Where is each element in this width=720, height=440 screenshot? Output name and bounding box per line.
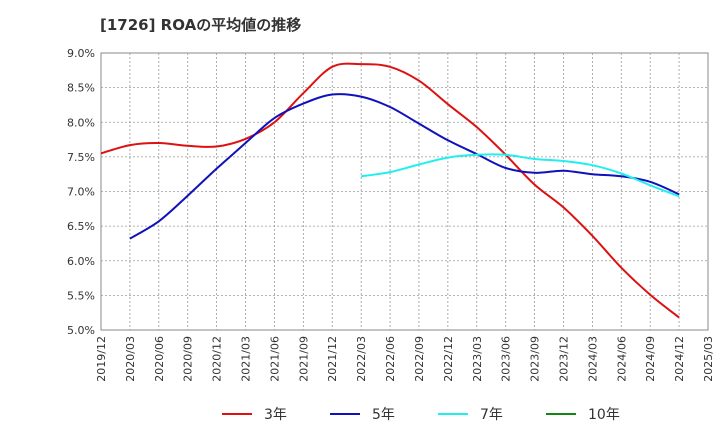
- x-tick-label: 2020/12: [211, 336, 224, 382]
- grid: [101, 53, 708, 330]
- x-tick-label: 2023/06: [500, 336, 513, 382]
- series-line: [360, 153, 680, 198]
- series-line: [100, 62, 680, 319]
- x-tick-label: 2024/06: [615, 336, 628, 382]
- x-tick-label: 2020/06: [153, 336, 166, 382]
- legend-label: 10年: [588, 407, 620, 423]
- x-tick-label: 2022/06: [384, 336, 397, 382]
- y-tick-label: 5.0%: [67, 324, 95, 337]
- chart-title: [1726] ROAの平均値の推移: [100, 16, 302, 34]
- x-tick-label: 2023/12: [557, 336, 570, 382]
- x-tick-label: 2022/09: [413, 336, 426, 382]
- legend-label: 5年: [372, 407, 395, 423]
- x-tick-label: 2021/12: [326, 336, 339, 382]
- y-tick-label: 5.5%: [67, 289, 95, 302]
- y-tick-label: 6.0%: [67, 255, 95, 268]
- series-lines: [100, 62, 680, 319]
- x-tick-label: 2021/06: [268, 336, 281, 382]
- x-tick-label: 2024/12: [673, 336, 686, 382]
- x-tick-label: 2023/09: [529, 336, 542, 382]
- x-tick-label: 2022/12: [442, 336, 455, 382]
- y-axis: 5.0% 5.5% 6.0% 6.5% 7.0% 7.5% 8.0% 8.5% 9.0%: [67, 47, 95, 337]
- x-axis: 2019/12 2020/03 2020/06 2020/09 2020/12 2021/…: [95, 336, 715, 382]
- x-tick-label: 2021/03: [240, 336, 253, 382]
- x-tick-label: 2022/03: [355, 336, 368, 382]
- y-tick-label: 7.0%: [67, 186, 95, 199]
- y-tick-label: 7.5%: [67, 151, 95, 164]
- x-tick-label: 2020/09: [182, 336, 195, 382]
- x-tick-label: 2024/03: [586, 336, 599, 382]
- y-tick-label: 8.0%: [67, 116, 95, 129]
- y-tick-label: 6.5%: [67, 220, 95, 233]
- legend: 3年 5年 7年 10年: [222, 407, 620, 423]
- x-tick-label: 2025/03: [702, 336, 715, 382]
- x-tick-label: 2020/03: [124, 336, 137, 382]
- x-tick-label: 2019/12: [95, 336, 108, 382]
- y-tick-label: 9.0%: [67, 47, 95, 60]
- legend-label: 7年: [480, 407, 503, 423]
- y-tick-label: 8.5%: [67, 82, 95, 95]
- series-line: [129, 93, 680, 240]
- x-tick-label: 2021/09: [297, 336, 310, 382]
- x-tick-label: 2024/09: [644, 336, 657, 382]
- legend-label: 3年: [264, 407, 287, 423]
- x-tick-label: 2023/03: [471, 336, 484, 382]
